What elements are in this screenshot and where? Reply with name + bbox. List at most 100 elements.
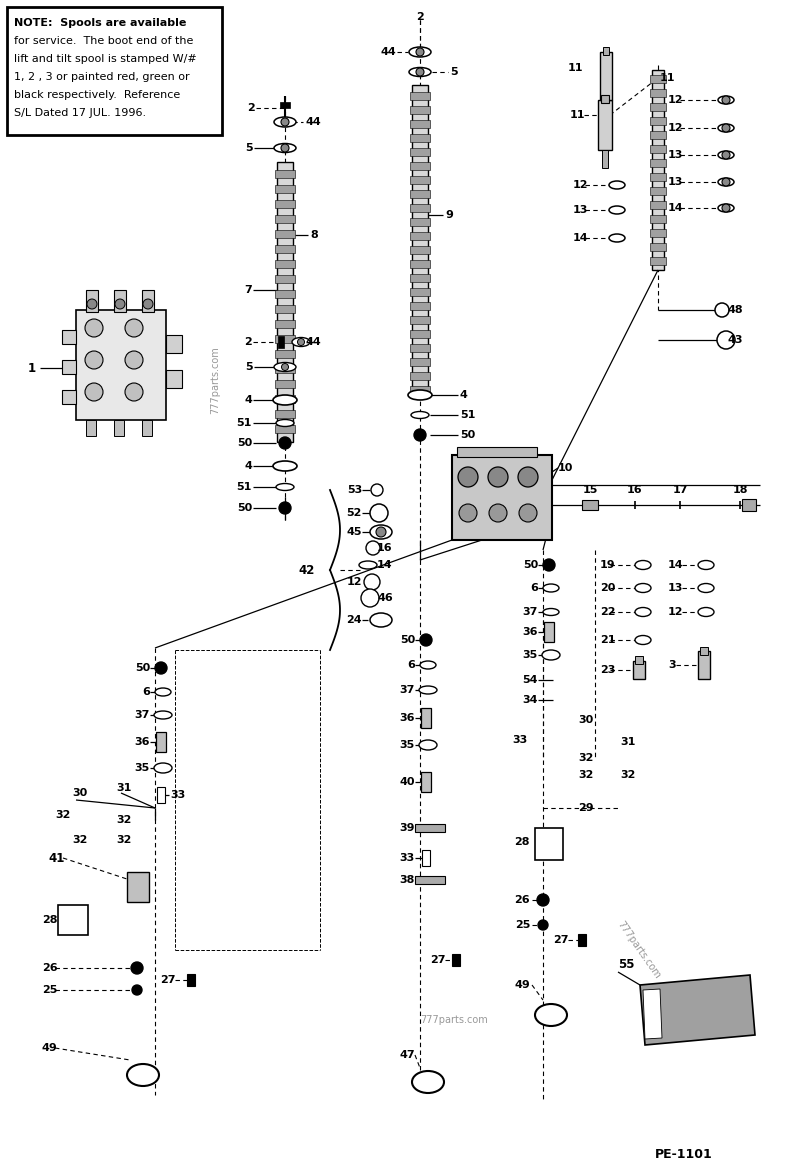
- Text: 9: 9: [445, 210, 453, 220]
- Text: 50: 50: [522, 560, 538, 570]
- Bar: [275, 364, 295, 373]
- Circle shape: [722, 96, 730, 104]
- Ellipse shape: [535, 1004, 567, 1026]
- Circle shape: [131, 962, 143, 974]
- Bar: [275, 200, 295, 207]
- Text: 32: 32: [116, 815, 131, 825]
- Circle shape: [143, 299, 153, 309]
- Text: 4: 4: [244, 461, 252, 471]
- Circle shape: [722, 204, 730, 212]
- Circle shape: [488, 466, 508, 488]
- Text: 777parts.com: 777parts.com: [615, 919, 662, 981]
- Text: 13: 13: [668, 150, 683, 161]
- Polygon shape: [640, 975, 755, 1045]
- Text: 26: 26: [514, 895, 530, 905]
- Text: 14: 14: [668, 203, 684, 213]
- Text: 2: 2: [247, 103, 255, 113]
- Bar: [280, 102, 290, 108]
- Circle shape: [537, 894, 549, 906]
- Ellipse shape: [609, 206, 625, 214]
- Bar: [457, 447, 537, 457]
- Bar: [275, 395, 295, 403]
- Text: PE-1101: PE-1101: [655, 1149, 713, 1161]
- Ellipse shape: [635, 635, 651, 645]
- Text: 32: 32: [72, 834, 87, 845]
- Bar: [421, 708, 431, 728]
- Text: 5: 5: [450, 67, 458, 77]
- Bar: [76, 311, 166, 420]
- Ellipse shape: [409, 68, 431, 76]
- Text: 51: 51: [460, 410, 475, 420]
- Bar: [410, 105, 430, 114]
- Ellipse shape: [419, 686, 437, 694]
- Text: 16: 16: [377, 543, 393, 553]
- Text: 44: 44: [305, 338, 321, 347]
- Bar: [275, 289, 295, 298]
- Ellipse shape: [274, 143, 296, 152]
- Text: 13: 13: [573, 205, 588, 214]
- Bar: [650, 159, 666, 166]
- Bar: [410, 372, 430, 380]
- Text: 50: 50: [237, 438, 252, 448]
- Circle shape: [519, 504, 537, 522]
- Text: 31: 31: [620, 737, 635, 747]
- Ellipse shape: [274, 117, 296, 127]
- Circle shape: [155, 662, 167, 674]
- Text: 32: 32: [620, 770, 635, 781]
- Text: 31: 31: [116, 783, 131, 793]
- Bar: [698, 650, 710, 679]
- Bar: [410, 357, 430, 366]
- Text: 3: 3: [668, 660, 676, 670]
- Ellipse shape: [698, 607, 714, 616]
- Circle shape: [538, 920, 548, 931]
- Text: 11: 11: [570, 110, 586, 120]
- Text: 4: 4: [460, 390, 468, 400]
- Text: 1: 1: [28, 361, 36, 375]
- Text: 28: 28: [42, 915, 58, 925]
- Text: 12: 12: [668, 607, 683, 616]
- Bar: [635, 656, 643, 665]
- Text: 777parts.com: 777parts.com: [210, 346, 220, 414]
- Bar: [600, 52, 612, 100]
- Ellipse shape: [154, 711, 172, 718]
- Bar: [415, 824, 445, 832]
- Text: 11: 11: [660, 73, 675, 83]
- Text: 30: 30: [578, 715, 594, 725]
- Bar: [422, 850, 430, 866]
- Bar: [650, 188, 666, 195]
- Bar: [603, 47, 609, 55]
- Text: 36: 36: [399, 713, 415, 723]
- Text: 48: 48: [728, 305, 744, 315]
- Text: 39: 39: [399, 823, 415, 833]
- Bar: [582, 500, 598, 510]
- Bar: [650, 103, 666, 111]
- Bar: [58, 905, 88, 935]
- Bar: [410, 176, 430, 184]
- Text: 37: 37: [522, 607, 538, 616]
- Bar: [410, 331, 430, 338]
- Text: 21: 21: [600, 635, 615, 645]
- Bar: [535, 827, 563, 860]
- Text: 55: 55: [618, 959, 634, 972]
- Text: 29: 29: [578, 803, 594, 813]
- Text: 43: 43: [728, 335, 743, 345]
- Bar: [275, 305, 295, 313]
- Text: 35: 35: [400, 740, 415, 750]
- Bar: [650, 202, 666, 209]
- Bar: [410, 218, 430, 226]
- Text: 51: 51: [237, 482, 252, 492]
- Ellipse shape: [698, 560, 714, 570]
- Bar: [650, 257, 666, 265]
- Text: 44: 44: [380, 47, 396, 57]
- Text: 14: 14: [573, 233, 589, 243]
- Text: 32: 32: [55, 810, 70, 820]
- Text: 10: 10: [558, 463, 574, 473]
- Bar: [578, 934, 586, 946]
- Bar: [412, 86, 428, 395]
- Circle shape: [715, 304, 729, 316]
- Text: 6: 6: [407, 660, 415, 670]
- Text: 37: 37: [134, 710, 150, 720]
- Ellipse shape: [408, 390, 432, 400]
- Ellipse shape: [635, 607, 651, 616]
- Text: 53: 53: [346, 485, 362, 495]
